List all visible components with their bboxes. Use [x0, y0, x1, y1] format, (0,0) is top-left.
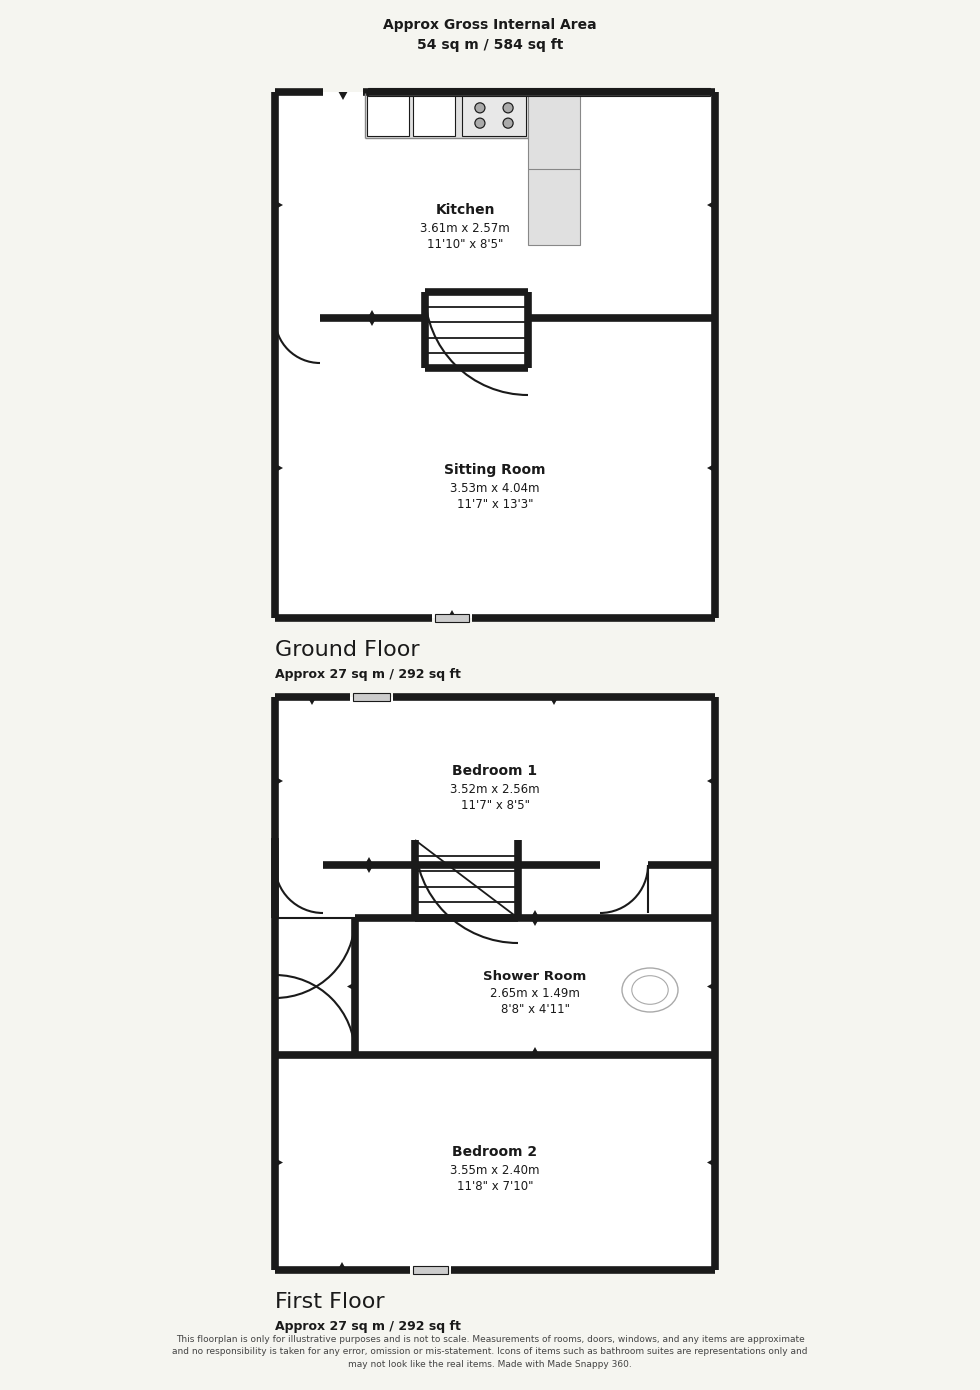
Bar [275, 92, 715, 619]
Polygon shape [275, 777, 283, 785]
Text: Approx Gross Internal Area: Approx Gross Internal Area [383, 18, 597, 32]
Polygon shape [707, 983, 715, 991]
Polygon shape [707, 1158, 715, 1166]
Bar [275, 696, 715, 1270]
Text: 11'7" x 13'3": 11'7" x 13'3" [457, 498, 533, 510]
Polygon shape [275, 464, 283, 473]
Ellipse shape [622, 967, 678, 1012]
Text: 3.61m x 2.57m: 3.61m x 2.57m [420, 221, 510, 235]
Text: 8'8" x 4'11": 8'8" x 4'11" [501, 1004, 569, 1016]
Text: 3.53m x 4.04m: 3.53m x 4.04m [450, 481, 540, 495]
Polygon shape [365, 865, 373, 873]
Bar [413, 95, 455, 136]
Text: Shower Room: Shower Room [483, 970, 587, 983]
Bar [426, 293, 527, 367]
Text: 3.55m x 2.40m: 3.55m x 2.40m [450, 1163, 540, 1177]
Polygon shape [448, 610, 457, 619]
Text: 54 sq m / 584 sq ft: 54 sq m / 584 sq ft [416, 38, 564, 51]
Text: Kitchen: Kitchen [435, 203, 495, 217]
Bar [367, 95, 409, 136]
Circle shape [475, 103, 485, 113]
Polygon shape [365, 858, 373, 865]
Text: Bedroom 1: Bedroom 1 [453, 765, 538, 778]
Polygon shape [530, 1047, 539, 1055]
Polygon shape [707, 464, 715, 473]
Circle shape [503, 103, 514, 113]
Text: 11'10" x 8'5": 11'10" x 8'5" [427, 238, 503, 250]
Polygon shape [707, 200, 715, 210]
Text: Sitting Room: Sitting Room [444, 463, 546, 477]
Polygon shape [368, 310, 376, 318]
Polygon shape [530, 917, 539, 926]
Polygon shape [550, 696, 559, 705]
Text: This floorplan is only for illustrative purposes and is not to scale. Measuremen: This floorplan is only for illustrative … [172, 1334, 808, 1369]
Bar [365, 93, 528, 138]
Text: 2.65m x 1.49m: 2.65m x 1.49m [490, 987, 580, 999]
Bar [416, 841, 517, 917]
Ellipse shape [632, 976, 668, 1005]
Text: Approx 27 sq m / 292 sq ft: Approx 27 sq m / 292 sq ft [275, 669, 461, 681]
Text: Ground Floor: Ground Floor [275, 639, 419, 660]
Circle shape [475, 118, 485, 128]
Polygon shape [707, 777, 715, 785]
Circle shape [503, 118, 514, 128]
Bar [528, 93, 580, 245]
Polygon shape [368, 318, 376, 327]
Text: Bedroom 2: Bedroom 2 [453, 1145, 538, 1159]
Polygon shape [308, 696, 317, 705]
Text: 11'8" x 7'10": 11'8" x 7'10" [457, 1180, 533, 1193]
Polygon shape [275, 200, 283, 210]
Text: Approx 27 sq m / 292 sq ft: Approx 27 sq m / 292 sq ft [275, 1320, 461, 1333]
Polygon shape [530, 910, 539, 917]
Polygon shape [353, 694, 390, 701]
Polygon shape [275, 1158, 283, 1166]
Polygon shape [368, 88, 710, 96]
Polygon shape [339, 92, 347, 100]
Polygon shape [347, 983, 355, 991]
Text: 3.52m x 2.56m: 3.52m x 2.56m [450, 783, 540, 795]
Polygon shape [413, 1266, 448, 1275]
Polygon shape [435, 614, 469, 621]
Polygon shape [337, 1262, 346, 1270]
Bar [462, 95, 526, 136]
Text: First Floor: First Floor [275, 1291, 384, 1312]
Text: 11'7" x 8'5": 11'7" x 8'5" [461, 798, 529, 812]
